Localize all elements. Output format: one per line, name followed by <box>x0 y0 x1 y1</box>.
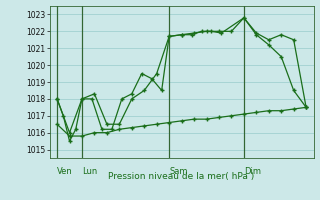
Text: Dim: Dim <box>244 167 261 176</box>
Text: Sam: Sam <box>169 167 188 176</box>
Text: Lun: Lun <box>82 167 97 176</box>
Text: Ven: Ven <box>57 167 73 176</box>
X-axis label: Pression niveau de la mer( hPa ): Pression niveau de la mer( hPa ) <box>108 172 255 181</box>
